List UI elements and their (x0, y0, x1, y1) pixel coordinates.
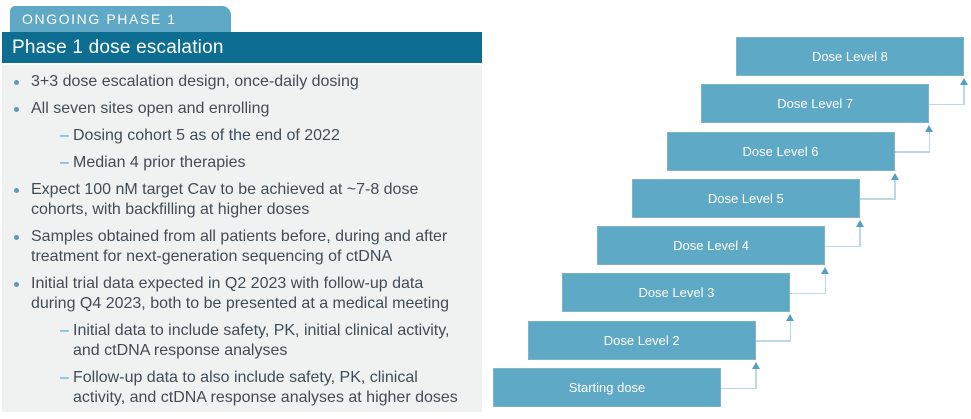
sub-bullet-item: Dosing cohort 5 as of the end of 2022 (2, 126, 476, 146)
up-arrow-line (825, 245, 861, 248)
up-arrow-line (755, 340, 792, 342)
bullet-item: 3+3 dose escalation design, once-daily d… (2, 72, 476, 92)
up-arrow-line (755, 367, 757, 389)
up-arrow-line (929, 103, 965, 106)
up-arrow-line (963, 83, 965, 106)
up-arrow-line (894, 178, 896, 200)
bullet-item: Initial trial data expected in Q2 2023 w… (2, 274, 476, 314)
up-arrow-line (789, 320, 792, 342)
up-arrow-line (790, 292, 827, 295)
dose-level-box: Dose Level 5 (631, 178, 860, 218)
up-arrow-head (751, 361, 760, 369)
sub-bullet-item: Follow-up data to also include safety, P… (2, 368, 476, 408)
bullet-item: Samples obtained from all patients befor… (2, 227, 476, 267)
bullet-item: Expect 100 nM target Cav to be achieved … (2, 180, 476, 220)
bullet-panel: 3+3 dose escalation design, once-daily d… (2, 65, 482, 412)
up-arrow-head (786, 314, 795, 322)
bullet-item: All seven sites open and enrolling (2, 99, 476, 119)
sub-bullet-item: Median 4 prior therapies (2, 153, 476, 173)
up-arrow-line (859, 225, 861, 248)
phase-status-tab: ONGOING PHASE 1 (10, 6, 231, 32)
dose-level-box: Dose Level 8 (735, 36, 964, 76)
dose-level-box: Dose Level 6 (666, 131, 895, 171)
up-arrow-head (890, 172, 899, 180)
up-arrow-line (721, 387, 757, 389)
up-arrow-line (928, 131, 931, 153)
sub-bullet-item: Initial data to include safety, PK, init… (2, 321, 476, 361)
dose-level-box: Starting dose (493, 368, 721, 407)
bullet-list: 3+3 dose escalation design, once-daily d… (2, 65, 482, 408)
dose-level-box: Dose Level 2 (527, 320, 756, 360)
phase-status-label: ONGOING PHASE 1 (22, 11, 177, 27)
dose-level-box: Dose Level 4 (597, 226, 826, 266)
up-arrow-head (855, 219, 864, 227)
up-arrow-head (821, 267, 830, 275)
dose-level-box: Dose Level 3 (562, 273, 791, 313)
up-arrow-line (859, 198, 896, 200)
up-arrow-line (894, 151, 931, 153)
dose-level-box: Dose Level 7 (701, 84, 930, 124)
up-arrow-head (925, 125, 934, 133)
section-title: Phase 1 dose escalation (12, 37, 224, 58)
up-arrow-line (824, 273, 827, 295)
up-arrow-head (959, 77, 968, 85)
section-title-bar: Phase 1 dose escalation (2, 32, 482, 63)
